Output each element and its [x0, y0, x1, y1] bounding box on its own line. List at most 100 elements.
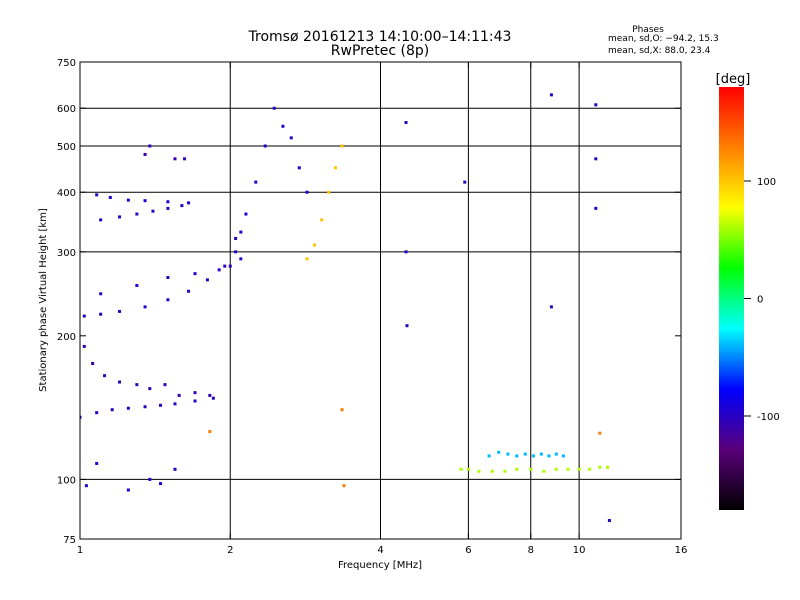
scatter-point: [159, 482, 163, 486]
colorbar-tick-label: -100: [757, 412, 780, 423]
scatter-point: [503, 469, 507, 473]
scatter-point: [515, 454, 519, 458]
scatter-point: [239, 257, 243, 261]
scatter-point: [173, 467, 177, 471]
x-tick-label: 10: [573, 545, 586, 556]
scatter-point: [173, 157, 177, 161]
scatter-point: [497, 450, 501, 454]
scatter-point: [554, 452, 558, 456]
scatter-point: [598, 431, 602, 435]
scatter-point: [173, 402, 177, 406]
scatter-point: [99, 218, 103, 222]
scatter-point: [148, 477, 152, 481]
scatter-point: [180, 204, 184, 208]
scatter-point: [143, 305, 147, 309]
scatter-point: [606, 465, 610, 469]
scatter-point: [99, 312, 103, 316]
scatter-point: [84, 484, 88, 488]
scatter-point: [143, 405, 147, 409]
scatter-point: [549, 305, 553, 309]
grid-lines: [80, 62, 681, 539]
scatter-point: [193, 272, 197, 276]
scatter-points: [80, 93, 611, 523]
scatter-point: [135, 283, 139, 287]
y-tick-label: 600: [57, 104, 76, 115]
scatter-point: [588, 467, 592, 471]
scatter-point: [340, 144, 344, 148]
y-axis-ticks: 75 100 200 300 400 500 600 750: [57, 58, 681, 546]
scatter-point: [404, 121, 408, 125]
chart-subtitle: RwPretec (8p): [331, 43, 429, 59]
scatter-point: [103, 374, 107, 378]
scatter-point: [539, 452, 543, 456]
scatter-point: [110, 408, 114, 412]
scatter-point: [542, 469, 546, 473]
y-tick-label: 100: [57, 475, 76, 486]
scatter-point: [193, 391, 197, 395]
scatter-point: [549, 93, 553, 97]
scatter-point: [598, 465, 602, 469]
x-tick-label: 8: [528, 545, 534, 556]
scatter-point: [135, 383, 139, 387]
scatter-point: [333, 166, 337, 170]
y-tick-label: 200: [57, 332, 76, 343]
scatter-point: [254, 180, 258, 184]
x-tick-label: 16: [675, 545, 688, 556]
scatter-point: [95, 461, 99, 465]
scatter-point: [166, 200, 170, 204]
scatter-point: [566, 467, 570, 471]
scatter-point: [577, 467, 581, 471]
scatter-point: [159, 403, 163, 407]
scatter-point: [82, 344, 86, 348]
scatter-point: [118, 380, 122, 384]
scatter-point: [193, 399, 197, 403]
scatter-point: [82, 314, 86, 318]
scatter-point: [151, 209, 155, 213]
y-tick-label: 750: [57, 58, 76, 69]
scatter-point: [108, 195, 112, 199]
scatter-point: [143, 199, 147, 203]
scatter-point: [490, 469, 494, 473]
scatter-point: [305, 257, 309, 261]
scatter-point: [487, 454, 491, 458]
scatter-point: [80, 415, 82, 419]
scatter-point: [506, 452, 510, 456]
scatter-point: [187, 201, 191, 205]
y-tick-label: 400: [57, 188, 76, 199]
scatter-point: [99, 292, 103, 296]
scatter-point: [95, 193, 99, 197]
scatter-point: [547, 454, 551, 458]
scatter-point: [234, 236, 238, 240]
scatter-point: [405, 324, 409, 328]
scatter-point: [305, 190, 309, 194]
scatter-point: [523, 452, 527, 456]
scatter-point: [561, 454, 565, 458]
scatter-point: [463, 180, 467, 184]
scatter-point: [477, 469, 481, 473]
y-tick-label: 75: [63, 535, 76, 546]
scatter-point: [529, 467, 533, 471]
scatter-point: [118, 215, 122, 219]
scatter-point: [183, 157, 187, 161]
colorbar-tick-label: 0: [757, 295, 763, 306]
scatter-point: [466, 467, 470, 471]
x-tick-label: 6: [465, 545, 471, 556]
scatter-point: [554, 467, 558, 471]
scatter-point: [239, 230, 243, 234]
scatter-point: [228, 264, 232, 268]
scatter-point: [312, 243, 316, 247]
scatter-point: [340, 408, 344, 412]
scatter-point: [297, 166, 301, 170]
scatter-point: [459, 467, 463, 471]
scatter-point: [148, 144, 152, 148]
scatter-point: [143, 152, 147, 156]
scatter-point: [531, 454, 535, 458]
colorbar-tick-label: 100: [757, 177, 776, 188]
scatter-point: [91, 361, 95, 365]
scatter-point: [205, 278, 209, 282]
colorbar: [719, 87, 744, 510]
x-tick-label: 1: [77, 545, 83, 556]
scatter-point: [95, 411, 99, 415]
scatter-point: [135, 212, 139, 216]
